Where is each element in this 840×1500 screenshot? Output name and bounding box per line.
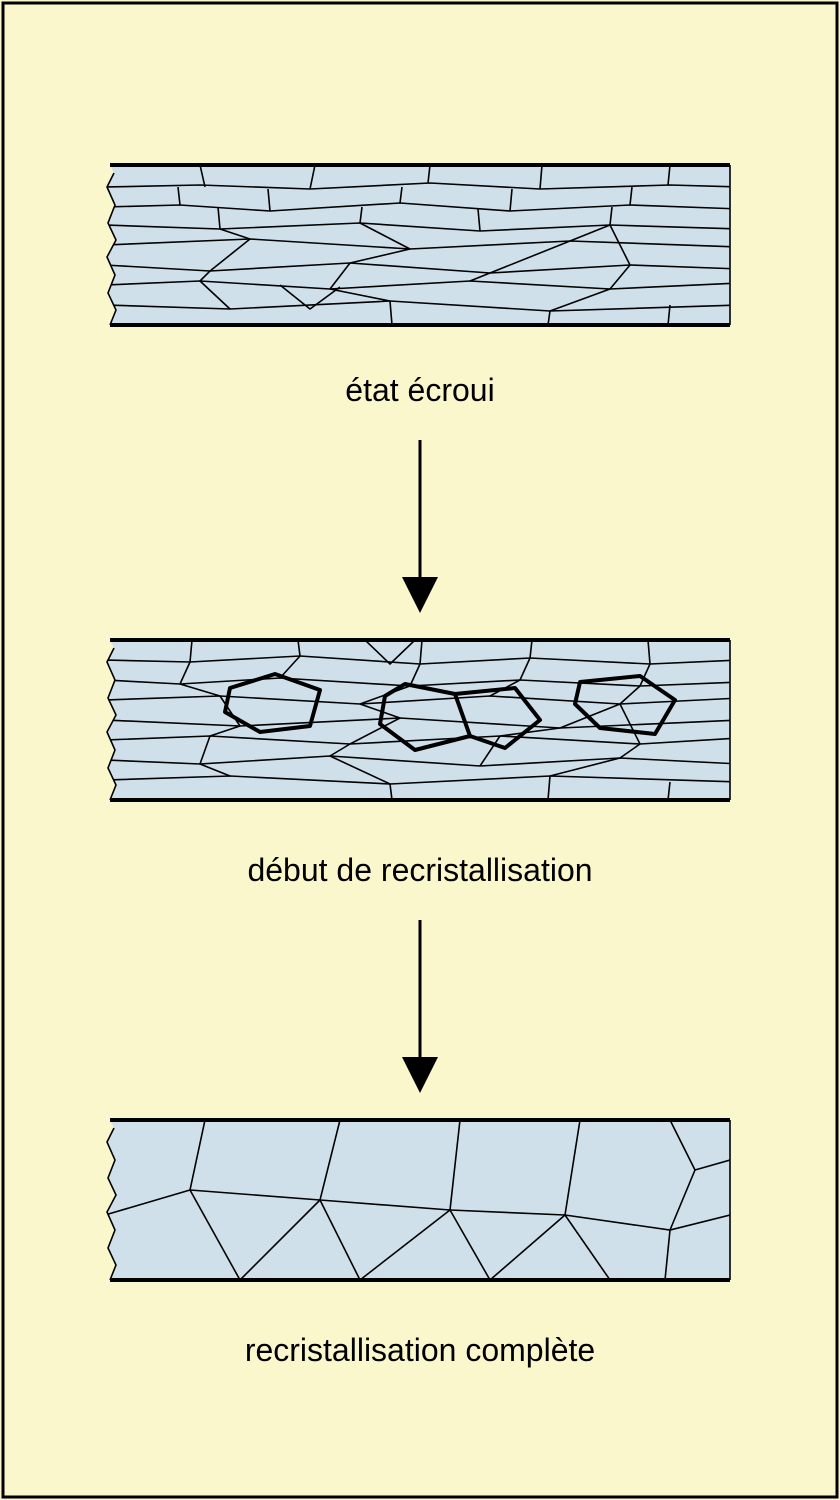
caption-complete: recristallisation complète — [0, 1332, 840, 1369]
caption-ecroui: état écroui — [0, 372, 840, 409]
diagram-svg — [0, 0, 840, 1500]
slab-debut — [100, 640, 740, 800]
diagram-frame: état écroui début de recristallisation r… — [0, 0, 840, 1500]
slab-complete — [100, 1120, 740, 1280]
caption-debut: début de recristallisation — [0, 852, 840, 889]
slab-ecroui — [100, 165, 740, 325]
